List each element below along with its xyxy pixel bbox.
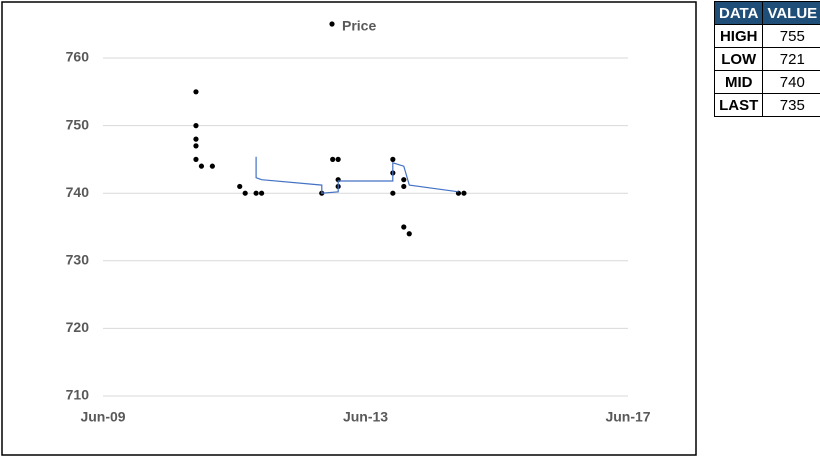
point [193, 156, 199, 162]
data-table: DATA VALUE HIGH 755 LOW 721 MID 740 LAST 735 [713, 1, 820, 117]
cell: 755 [762, 24, 820, 48]
point [461, 190, 467, 196]
point [193, 89, 199, 95]
legend-marker [329, 21, 335, 27]
point [193, 123, 199, 129]
point [198, 163, 205, 169]
point [193, 143, 199, 149]
cell: 735 [762, 93, 820, 117]
point [242, 190, 248, 196]
y-tick-label: 760 [66, 49, 90, 65]
legend-label: Price [342, 18, 376, 34]
point [401, 224, 407, 230]
row: HIGH 755 [713, 24, 820, 48]
point [330, 156, 336, 162]
point [335, 156, 341, 162]
y-tick-label: 730 [66, 252, 90, 268]
cell: 721 [762, 47, 820, 71]
chart: 710 720 730 740 750 760 Jun-09 Jun-13 Jun-17 Pric… [1, 1, 697, 456]
row: LAST 735 [713, 93, 820, 117]
x-tick-label: Jun-09 [80, 409, 125, 425]
point [258, 190, 265, 196]
cell: 740 [762, 70, 820, 94]
trend-line [255, 156, 459, 194]
header-cell: DATA [713, 1, 764, 25]
cell: LAST [713, 93, 764, 117]
point [406, 231, 412, 237]
row: MID 740 [713, 70, 820, 94]
y-tick-label: 720 [66, 319, 90, 335]
point [237, 183, 243, 190]
x-tick-label: Jun-13 [343, 409, 388, 425]
y-tick-label: 710 [66, 387, 90, 403]
x-tick-label: Jun-17 [605, 409, 650, 425]
row: LOW 721 [713, 47, 820, 71]
y-tick-label: 740 [66, 184, 90, 200]
header-row: DATA VALUE [713, 1, 820, 25]
y-tick-label: 750 [66, 116, 90, 132]
point [390, 156, 396, 162]
point [209, 163, 215, 169]
point [401, 177, 407, 183]
point [390, 190, 396, 196]
cell: MID [713, 70, 764, 94]
point [253, 190, 259, 196]
point [193, 136, 199, 142]
cell: HIGH [713, 24, 764, 48]
cell: LOW [713, 47, 764, 71]
header-cell: VALUE [762, 1, 820, 25]
point [401, 183, 407, 190]
chart-border [1, 1, 697, 456]
